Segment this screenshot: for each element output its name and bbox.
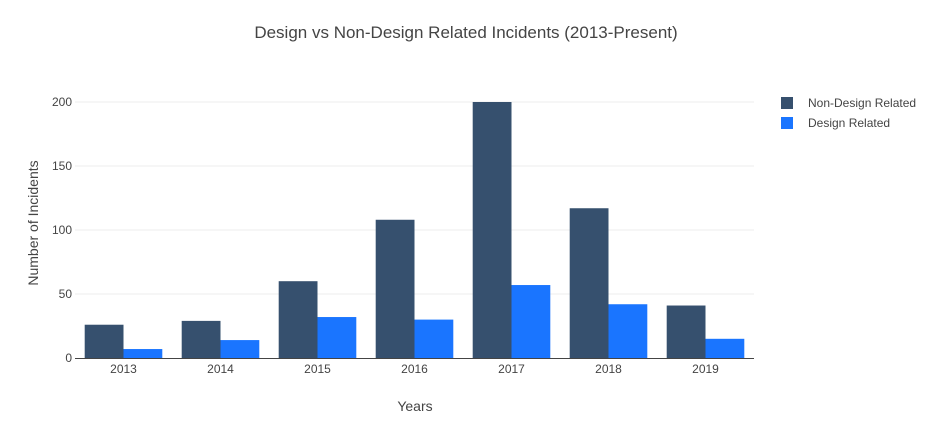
x-axis-ticks: 2013 2014 2015 2016 2017 2018 2019 xyxy=(110,362,719,376)
y-tick-label: 150 xyxy=(52,159,72,173)
bar xyxy=(317,317,357,358)
legend-label: Non-Design Related xyxy=(808,96,916,110)
x-tick-label: 2013 xyxy=(110,362,137,376)
bar xyxy=(414,319,454,358)
y-axis-title: Number of Incidents xyxy=(25,160,41,285)
legend-swatch xyxy=(781,97,793,109)
bar xyxy=(608,304,648,358)
bars xyxy=(84,102,745,358)
bar xyxy=(511,285,551,358)
y-tick-label: 100 xyxy=(52,223,72,237)
x-tick-label: 2019 xyxy=(692,362,719,376)
legend: Non-Design Related Design Related xyxy=(781,96,916,130)
bar xyxy=(472,102,512,358)
y-tick-label: 50 xyxy=(59,287,73,301)
bar xyxy=(569,208,609,358)
y-axis-ticks: 0 50 100 150 200 xyxy=(52,95,72,365)
legend-swatch xyxy=(781,117,793,129)
legend-label: Design Related xyxy=(808,116,890,130)
x-axis-title: Years xyxy=(397,398,432,414)
chart-title: Design vs Non-Design Related Incidents (… xyxy=(254,23,677,42)
bar xyxy=(705,338,745,358)
y-tick-label: 200 xyxy=(52,95,72,109)
bar xyxy=(278,281,318,358)
y-tick-label: 0 xyxy=(65,351,72,365)
x-tick-label: 2017 xyxy=(498,362,525,376)
x-tick-label: 2015 xyxy=(304,362,331,376)
x-tick-label: 2018 xyxy=(595,362,622,376)
bar xyxy=(84,324,124,358)
bar xyxy=(375,219,415,358)
bar xyxy=(181,320,221,358)
bar xyxy=(666,305,706,358)
x-tick-label: 2014 xyxy=(207,362,234,376)
bar xyxy=(123,349,163,358)
bar xyxy=(220,340,260,358)
x-tick-label: 2016 xyxy=(401,362,428,376)
